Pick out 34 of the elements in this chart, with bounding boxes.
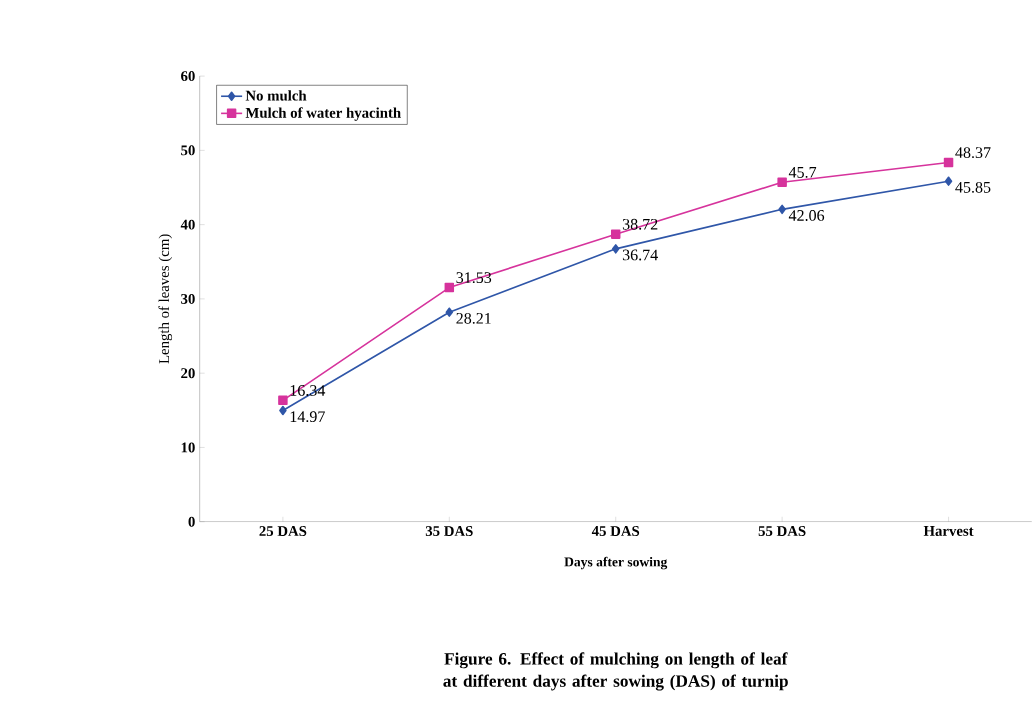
data-label: 14.97 (290, 411, 325, 422)
y-tick-label: 0 (188, 516, 195, 527)
y-tick-label: 10 (181, 442, 195, 453)
data-label: 28.21 (456, 312, 491, 324)
data-label: 45.85 (955, 181, 991, 193)
x-tick-label: 25 DAS (259, 525, 307, 536)
point (944, 176, 953, 186)
legend-label: No mulch (245, 90, 307, 101)
data-label: 48.37 (955, 147, 991, 158)
y-tick-label: 20 (181, 368, 195, 379)
point (777, 177, 787, 187)
x-tick-label: 55 DAS (758, 525, 806, 536)
y-tick-label: 40 (180, 219, 195, 230)
point (943, 157, 954, 168)
point (610, 229, 621, 239)
point (278, 395, 288, 405)
y-tick-label: 30 (181, 293, 195, 304)
point (778, 204, 786, 214)
data-label: 45.7 (788, 166, 817, 178)
point (611, 243, 620, 254)
data-label: 36.74 (622, 249, 658, 261)
x-tick-label: 45 DAS (591, 525, 640, 536)
point (279, 405, 287, 416)
y-tick-label: 60 (181, 70, 195, 81)
y-tick-label: 50 (181, 145, 195, 156)
y-axis-title: Length of leaves (cm) (158, 234, 173, 364)
data-label: 42.06 (788, 209, 825, 221)
legend-label: Mulch of water hyacinth (245, 107, 401, 121)
x-axis-title: Days after sowing (564, 556, 668, 570)
x-tick-label: Harvest (923, 525, 974, 536)
point (445, 307, 454, 317)
x-tick-label: 35 DAS (425, 525, 473, 536)
point (444, 282, 455, 293)
text: Figure 6. Effect of mulching on length of leaf at different days after sowing (DAS) of turnip (443, 652, 788, 691)
